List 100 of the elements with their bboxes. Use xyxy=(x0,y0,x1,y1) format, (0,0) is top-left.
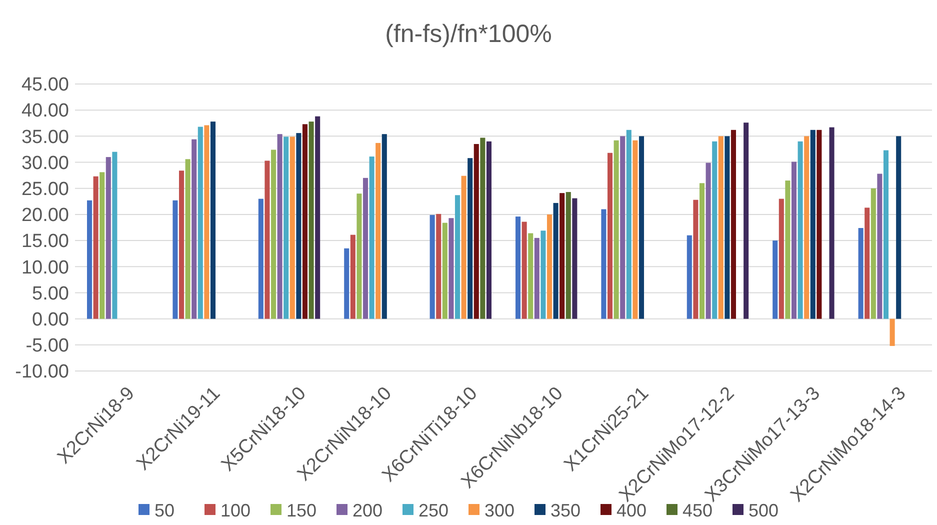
bar xyxy=(198,126,203,319)
bar xyxy=(204,125,210,319)
bar xyxy=(560,193,565,319)
bar xyxy=(718,136,724,319)
y-tick-label: -5.00 xyxy=(26,336,69,357)
bar xyxy=(308,122,314,319)
bar xyxy=(864,208,870,319)
bar xyxy=(172,200,178,319)
bar xyxy=(572,198,578,319)
bar xyxy=(785,180,790,319)
bar xyxy=(693,200,698,319)
bar xyxy=(270,150,276,319)
bar xyxy=(540,230,546,319)
bar xyxy=(430,214,435,319)
bar xyxy=(93,176,98,319)
bar xyxy=(474,144,479,319)
y-tick-label: -10.00 xyxy=(15,362,69,383)
legend-label: 300 xyxy=(484,500,515,520)
bar xyxy=(877,174,882,319)
bar xyxy=(296,133,302,319)
bar xyxy=(546,214,552,319)
legend-label: 250 xyxy=(418,500,449,520)
chart-title: (fn-fs)/fn*100% xyxy=(385,20,552,48)
y-tick-label: 45.00 xyxy=(21,74,69,96)
bar xyxy=(264,160,270,319)
bar xyxy=(829,127,834,319)
bar xyxy=(778,198,784,319)
bar xyxy=(638,136,644,319)
bar xyxy=(362,178,368,319)
bar xyxy=(699,183,705,319)
bar xyxy=(442,222,448,319)
y-tick-label: 10.00 xyxy=(21,257,69,278)
legend-label: 450 xyxy=(682,500,713,520)
bar xyxy=(601,209,606,319)
bar xyxy=(461,176,466,319)
bar xyxy=(620,136,626,319)
bar xyxy=(277,134,282,319)
bar xyxy=(632,140,638,319)
bar xyxy=(772,240,778,319)
bar xyxy=(858,228,864,319)
bar xyxy=(516,216,521,319)
bar xyxy=(315,116,320,319)
y-tick-label: 20.00 xyxy=(21,205,69,226)
bar xyxy=(382,134,387,319)
bar xyxy=(810,130,816,319)
bar xyxy=(369,156,374,319)
legend-label: 500 xyxy=(748,500,779,520)
bar xyxy=(724,136,730,319)
bar xyxy=(534,238,540,319)
y-tick-label: 25.00 xyxy=(21,179,69,200)
bar xyxy=(436,214,442,319)
bar xyxy=(791,162,797,319)
bar xyxy=(816,130,822,319)
legend-label: 50 xyxy=(154,500,175,520)
bar xyxy=(344,248,350,319)
bar xyxy=(706,162,711,319)
legend-label: 200 xyxy=(352,500,383,520)
bar xyxy=(178,170,184,319)
bar xyxy=(730,130,736,319)
bar xyxy=(302,124,308,319)
bar xyxy=(468,158,473,319)
bar xyxy=(258,198,264,319)
bar xyxy=(883,150,889,319)
bar xyxy=(210,122,216,319)
bar xyxy=(890,318,895,346)
bar xyxy=(192,139,197,319)
bar xyxy=(350,234,356,319)
bar xyxy=(566,192,571,319)
y-tick-label: 40.00 xyxy=(21,100,69,122)
bar xyxy=(480,138,486,319)
bar xyxy=(626,130,632,319)
bar xyxy=(870,188,876,319)
bar xyxy=(686,235,692,319)
bar xyxy=(356,194,362,319)
y-tick-label: 0.00 xyxy=(32,309,69,330)
bar xyxy=(454,195,460,319)
legend-label: 150 xyxy=(286,500,317,520)
bar xyxy=(448,218,454,319)
bar xyxy=(290,136,295,319)
legend-label: 100 xyxy=(220,500,251,520)
bar xyxy=(87,200,92,319)
bar xyxy=(607,152,613,319)
bar xyxy=(100,172,105,319)
bar xyxy=(185,159,190,319)
bar xyxy=(284,136,289,319)
bar xyxy=(376,142,381,319)
bar xyxy=(896,136,902,319)
bar xyxy=(528,233,534,319)
y-tick-label: 35.00 xyxy=(21,126,69,148)
bar xyxy=(712,141,718,319)
bar xyxy=(798,141,803,319)
y-tick-label: 15.00 xyxy=(21,231,69,252)
y-tick-label: 5.00 xyxy=(32,283,69,304)
bar xyxy=(744,122,749,319)
bar xyxy=(804,136,810,319)
bar xyxy=(106,157,111,319)
bar xyxy=(486,141,492,319)
bar xyxy=(112,152,118,319)
y-tick-label: 30.00 xyxy=(21,152,69,174)
legend-label: 350 xyxy=(550,500,581,520)
